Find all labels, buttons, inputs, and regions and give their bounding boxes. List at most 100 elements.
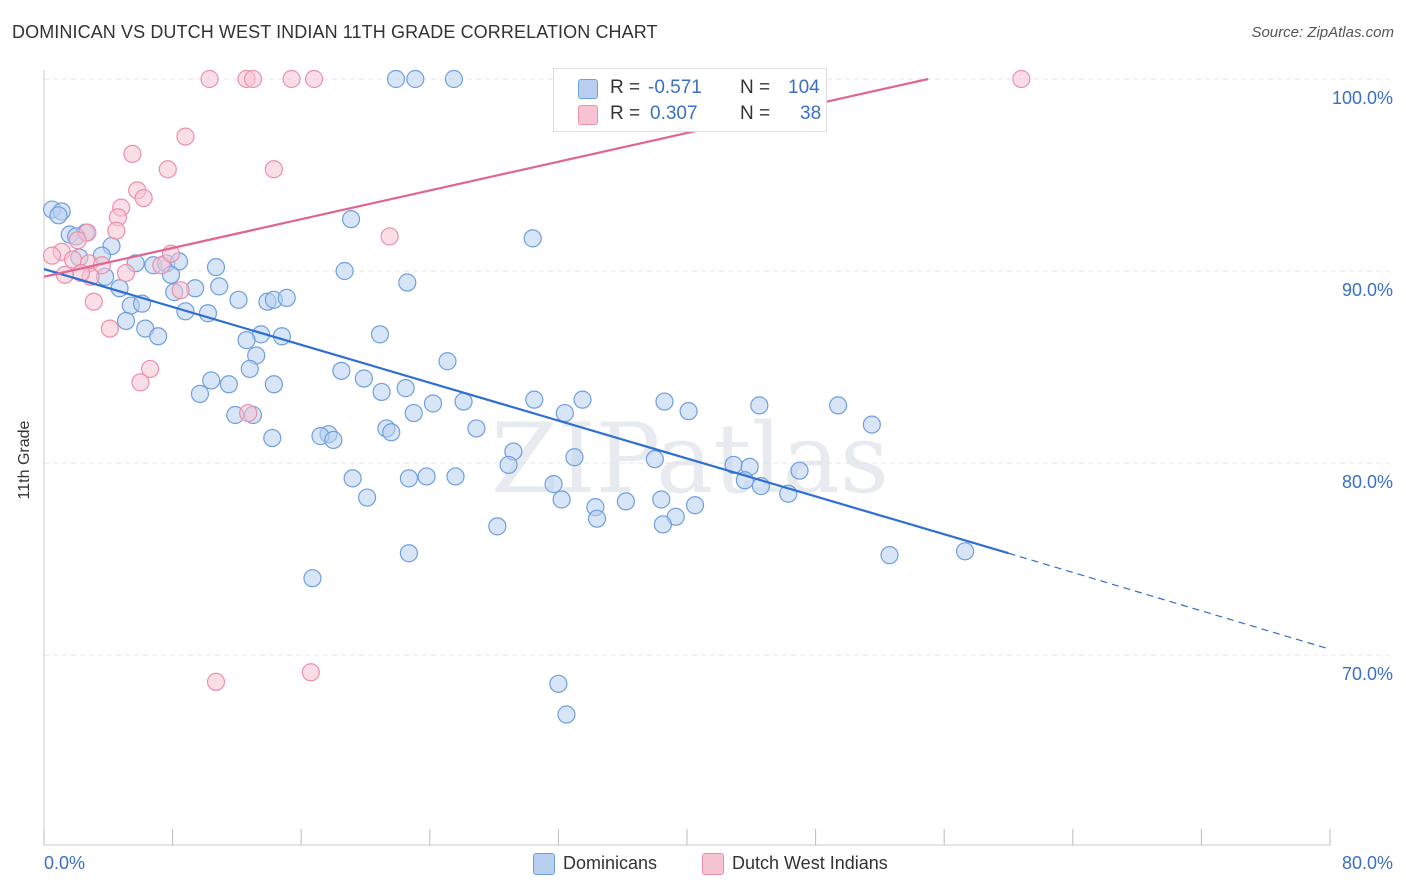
series-dutch-west-indians [42,69,1031,691]
point-dominicans [488,517,507,536]
point-dominicans [552,490,571,509]
point-dutch-west-indians [200,69,219,89]
point-dominicans [399,469,419,488]
n-label: N = [740,77,771,98]
r-value: 0.307 [650,103,698,124]
legend-swatch-pink [578,105,598,125]
point-dutch-west-indians [264,160,283,179]
legend-label: Dutch West Indians [732,853,888,873]
point-dominicans [372,382,391,402]
point-dominicans [862,415,881,434]
point-dutch-west-indians [176,127,195,146]
point-dutch-west-indians [116,263,136,283]
point-dominicans [264,375,283,394]
point-dominicans [587,509,607,528]
point-dominicans [202,371,221,390]
point-dominicans [573,390,592,409]
point-dominicans [277,288,296,307]
axes [43,70,1331,846]
point-dominicans [49,206,68,225]
point-dutch-west-indians [134,188,153,208]
point-dominicans [523,229,542,248]
point-dominicans [358,488,377,507]
y-axis-label: 11th Grade [16,420,33,500]
point-dominicans [525,390,544,409]
point-dutch-west-indians [282,69,301,89]
point-dominicans [499,455,518,475]
point-dominicans [454,392,473,411]
correlation-legend: R = -0.571 N = 104 R = 0.307 N = 38 [553,68,827,132]
point-dominicans [237,331,256,350]
point-dominicans [444,69,464,89]
point-dominicans [417,467,436,486]
point-dutch-west-indians [243,69,263,89]
point-dutch-west-indians [140,359,160,379]
point-dominicans [438,352,457,371]
point-dominicans [149,327,168,346]
point-dominicans [116,311,136,331]
trend-lines [43,77,1331,650]
tick-labels: 70.0% 80.0% 90.0% 100.0% 0.0% 80.0% [44,88,1393,873]
point-dutch-west-indians [84,292,103,311]
point-dominicans [544,475,563,494]
point-dutch-west-indians [100,319,120,338]
legend-label: Dominicans [563,853,658,873]
point-dominicans [565,448,584,467]
point-dominicans [467,419,486,438]
point-dominicans [555,403,574,423]
point-dominicans [829,396,848,415]
point-dominicans [645,450,664,469]
point-dutch-west-indians [68,231,87,250]
point-dominicans [790,461,809,480]
point-dominicans [210,277,229,296]
point-dominicans [399,544,419,563]
n-value: 104 [788,77,820,98]
point-dutch-west-indians [1012,69,1031,89]
point-dominicans [303,569,322,588]
point-dominicans [386,69,406,89]
legend-swatch-pink [702,853,724,875]
point-dutch-west-indians [171,281,190,300]
point-dominicans [343,469,362,488]
source-credit: Source: ZipAtlas.com [1251,24,1394,41]
point-dutch-west-indians [42,246,62,265]
point-dutch-west-indians [131,373,150,392]
point-dutch-west-indians [158,160,177,179]
point-dominicans [190,384,210,403]
point-dominicans [750,396,769,415]
series-dominicans [42,69,975,724]
point-dominicans [955,542,975,561]
point-dominicans [396,379,415,398]
r-label: R = [610,77,641,98]
point-dutch-west-indians [123,144,142,163]
point-dominicans [406,69,425,89]
point-dominicans [382,423,401,442]
point-dominicans [263,428,282,448]
point-dominicans [370,325,390,344]
series-legend: Dominicans Dutch West Indians [0,850,1406,878]
point-dominicans [679,402,698,421]
point-dutch-west-indians [107,221,126,240]
point-dominicans [219,375,238,394]
point-dominicans [880,546,899,565]
r-label: R = [610,103,641,124]
point-dominicans [341,210,361,229]
point-dutch-west-indians [239,403,258,423]
x-tick-label: 80.0% [1342,853,1393,873]
point-dutch-west-indians [301,663,320,682]
point-dominicans [446,467,465,486]
legend-swatch-blue [578,79,598,99]
r-value: -0.571 [648,77,702,98]
point-dominicans [229,290,248,309]
point-dominicans [616,492,636,511]
n-label: N = [740,103,771,124]
n-value: 38 [800,103,822,124]
point-dominicans [404,403,423,423]
point-dominicans [653,515,672,534]
y-tick-label: 80.0% [1342,472,1393,492]
point-dominicans [685,496,705,515]
point-dominicans [423,394,443,413]
x-tick-label: 0.0% [44,853,85,873]
point-dominicans [335,261,354,281]
